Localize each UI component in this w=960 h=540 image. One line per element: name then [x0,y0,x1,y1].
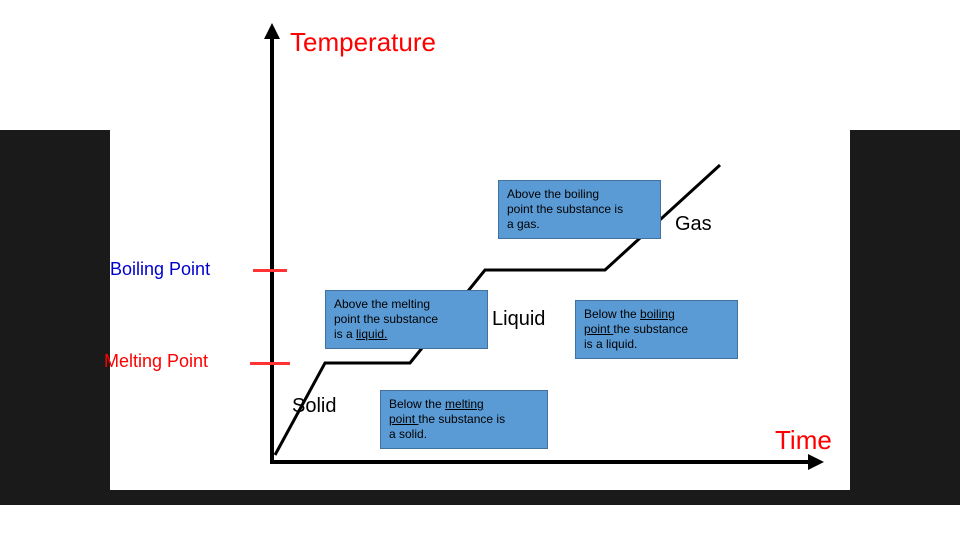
callout-s-l1a: Below the [389,397,445,411]
callout-s-l3: a solid. [389,427,427,441]
callout-la-l1: Above the melting [334,297,430,311]
callout-s-l2b: the substance is [418,412,505,426]
callout-liquid-below: Below the boiling point the substance is… [575,300,738,359]
callout-gas-l3: a gas. [507,217,540,231]
callout-gas-l1: Above the boiling [507,187,599,201]
phase-gas-label: Gas [675,213,712,236]
y-axis-arrow-icon [264,23,280,39]
callout-lb-l2a: point [584,322,613,336]
boiling-point-tick [253,269,287,272]
callout-lb-l1a: Below the [584,307,640,321]
callout-gas-l2: point the substance is [507,202,623,216]
callout-lb-l3: is a liquid. [584,337,637,351]
callout-lb-l1b: boiling [640,307,675,321]
x-axis-label: Time [775,425,832,456]
x-axis [270,460,810,464]
melting-point-tick [250,362,290,365]
callout-la-liquid-link: liquid. [356,327,387,341]
melting-point-label: Melting Point [104,351,208,372]
callout-lb-l2b: the substance [613,322,688,336]
boiling-point-label: Boiling Point [110,259,210,280]
callout-la-l2: point the substance [334,312,438,326]
callout-gas: Above the boiling point the substance is… [498,180,661,239]
y-axis-label: Temperature [290,27,436,58]
x-axis-arrow-icon [808,454,824,470]
callout-la-l3a: is a [334,327,356,341]
phase-liquid-label: Liquid [492,308,545,331]
callout-liquid-above: Above the melting point the substance is… [325,290,488,349]
callout-s-l2a: point [389,412,418,426]
phase-solid-label: Solid [292,395,336,418]
y-axis [270,35,274,460]
callout-solid: Below the melting point the substance is… [380,390,548,449]
phase-change-diagram: Temperature Time Melting Point Boiling P… [110,15,850,490]
callout-s-l1b: melting [445,397,484,411]
